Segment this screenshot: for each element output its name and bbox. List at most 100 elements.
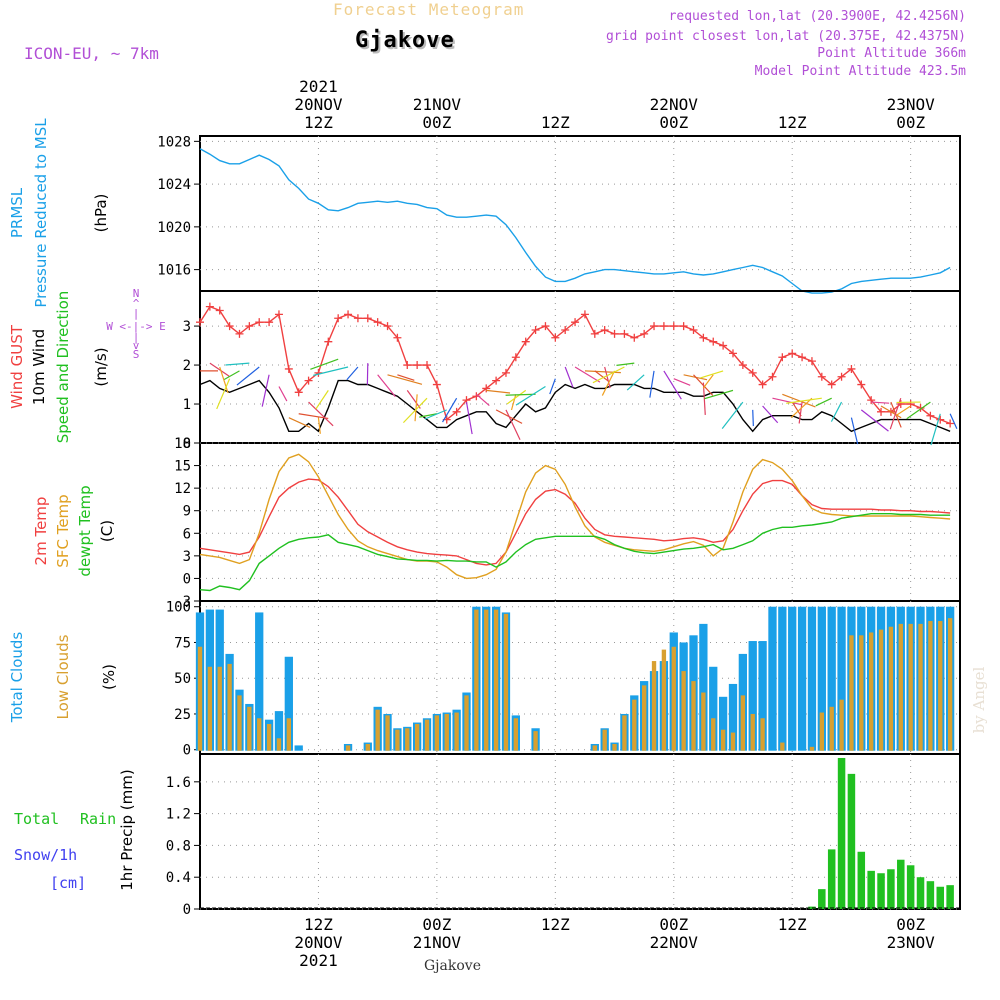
gust-marker [482, 384, 491, 393]
wind-ytick-label: 0 [183, 436, 191, 452]
wind-arrow [387, 374, 423, 385]
compass-bar2: | [133, 331, 140, 344]
low-cloud-bar [444, 713, 449, 751]
low-cloud-bar [454, 712, 459, 751]
low-cloud-bar [671, 646, 676, 751]
temp-unit: (C) [98, 520, 116, 542]
cloud-unit: (%) [100, 664, 118, 690]
precip-bar [808, 906, 816, 909]
gust-marker [669, 322, 678, 331]
gust-marker [196, 318, 204, 327]
gust-marker [551, 333, 560, 342]
low-cloud-bar [493, 609, 499, 751]
low-cloud-bar [266, 723, 272, 751]
precip-unit: 1hr Precip (mm) [118, 769, 136, 890]
location-title: Gjakove [355, 28, 455, 53]
top-year-label: 2021 [299, 77, 338, 96]
pressure-label-prmsl: PRMSL [8, 187, 26, 238]
wind-arrow [308, 401, 334, 427]
total-cloud-bar [718, 696, 728, 751]
gust-marker [511, 353, 520, 362]
wind-arrow [772, 397, 802, 406]
temperature-ytick-label: 3 [183, 549, 191, 565]
gust-marker [363, 314, 372, 323]
precip-bar [926, 881, 935, 909]
gust-marker [205, 302, 214, 311]
bottom-date-label: 23NOV [887, 933, 936, 952]
wind-arrow [288, 417, 311, 429]
wind-arrow [616, 362, 635, 366]
wind-arrow [604, 366, 611, 389]
compass-bar1: | [133, 307, 140, 320]
pressure-unit: (hPa) [92, 194, 110, 233]
wind-arrow [649, 370, 655, 398]
pressure-ytick-label: 1020 [157, 220, 191, 236]
low-cloud-bar [405, 728, 410, 751]
gust-marker [265, 318, 274, 327]
gust-marker [936, 415, 945, 424]
gust-marker [225, 322, 234, 331]
precip-ytick-label: 0.8 [166, 838, 191, 854]
wind-arrow [278, 386, 288, 402]
wind-arrow [906, 401, 931, 420]
precip-bar [916, 877, 925, 909]
temperature-series-dewpt [199, 513, 951, 592]
gust-marker [748, 368, 757, 377]
wind-arrow [442, 397, 458, 423]
wind-arrow [762, 405, 779, 424]
clouds-frame [199, 600, 961, 755]
gust-marker [798, 353, 807, 362]
gust-marker [403, 361, 412, 370]
gust-marker [650, 322, 659, 331]
gust-marker [314, 368, 323, 377]
top-date-label: 20NOV [294, 95, 343, 114]
compass-down: v [133, 339, 140, 352]
gust-marker [788, 349, 797, 358]
gust-marker [215, 306, 224, 315]
low-cloud-bar [612, 743, 617, 751]
low-cloud-bar [513, 718, 519, 751]
wind-label-10m: 10m Wind [30, 329, 48, 405]
pressure-ytick-label: 1028 [157, 134, 191, 150]
top-date-label: 22NOV [650, 95, 699, 114]
point-altitude: Point Altitude 366m [817, 46, 966, 61]
wind-arrow [880, 405, 902, 419]
gust-marker [423, 361, 432, 370]
precip-bar [877, 873, 885, 909]
wind-arrow [592, 366, 625, 384]
low-cloud-bar [740, 695, 746, 751]
wind-arrow [782, 393, 816, 408]
low-cloud-bar [197, 646, 203, 751]
gust-marker [274, 310, 283, 319]
wind-arrow [702, 374, 714, 389]
clouds-ytick-label: 100 [166, 600, 191, 616]
bottom-date-label: 22NOV [650, 933, 699, 952]
low-cloud-bar [868, 632, 874, 751]
cloud-label-total: Total Clouds [8, 632, 26, 724]
pressure-frame [199, 135, 961, 292]
low-cloud-bar [888, 626, 894, 751]
low-cloud-bar [730, 732, 736, 751]
temperature-series-temp2m [199, 478, 951, 566]
gust-marker [659, 322, 668, 331]
gust-marker [630, 333, 639, 342]
temperature-ytick-label: -3 [174, 594, 191, 610]
wind-arrow [786, 397, 822, 404]
low-cloud-bar [375, 709, 380, 751]
low-cloud-bar [414, 723, 420, 751]
total-cloud-bar [728, 683, 738, 751]
low-cloud-bar [484, 609, 489, 751]
wind-arrow [346, 366, 359, 381]
low-cloud-bar [207, 666, 213, 751]
compass-we: W <-|-> E [106, 320, 166, 333]
precip-bar [897, 859, 905, 909]
total-cloud-bar [797, 606, 807, 751]
low-cloud-bar [849, 635, 854, 751]
compass-n: N [133, 287, 140, 300]
wind-ytick-label: 1 [183, 397, 191, 413]
gust-marker [709, 337, 718, 346]
total-cloud-bar [788, 606, 797, 751]
top-hour-label: 00Z [659, 113, 688, 132]
wind-arrow [510, 394, 517, 411]
